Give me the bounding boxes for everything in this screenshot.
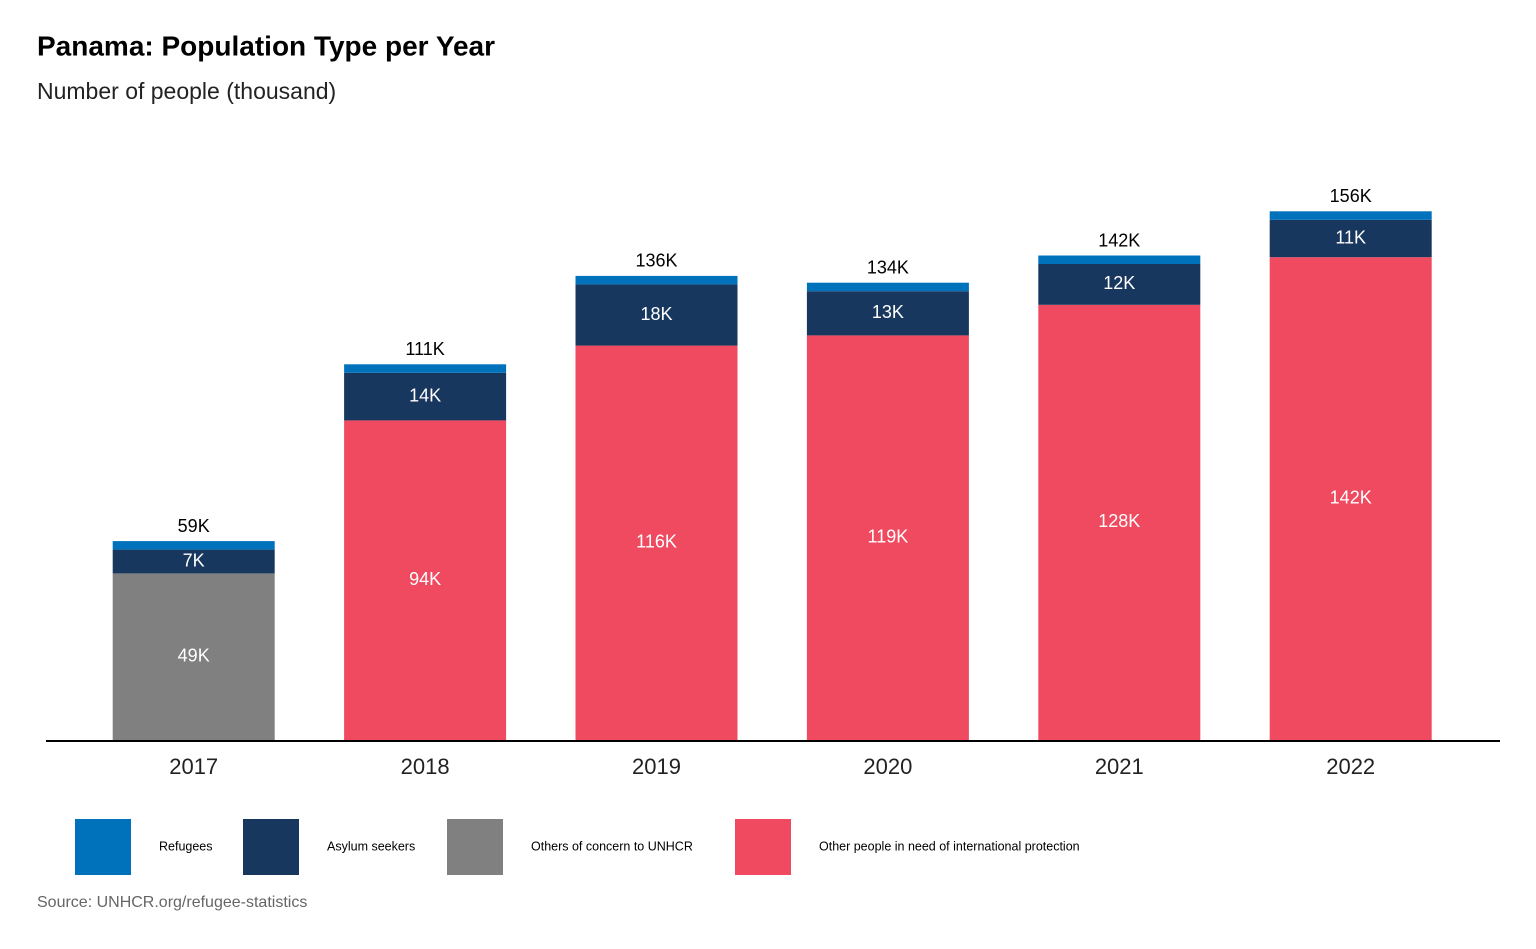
chart-subtitle: Number of people (thousand): [37, 78, 336, 104]
total-label: 136K: [635, 251, 677, 271]
bar-segment: [344, 364, 507, 373]
bar-segment: [575, 284, 738, 346]
bar-segment: [806, 335, 969, 740]
value-label: 94K: [409, 569, 441, 589]
x-tick-label: 2019: [632, 754, 681, 779]
total-label: 142K: [1098, 230, 1140, 250]
bar-segment: [1269, 257, 1432, 740]
value-label: 14K: [409, 385, 441, 405]
value-label: 13K: [872, 302, 904, 322]
total-label: 134K: [867, 257, 909, 277]
bar-segment: [1038, 304, 1201, 740]
value-label: 12K: [1103, 273, 1135, 293]
legend-label: Refugees: [159, 839, 213, 853]
bar-segment: [112, 549, 275, 574]
legend-label: Other people in need of international pr…: [819, 839, 1080, 853]
legend-swatch: [243, 819, 299, 875]
legend-label: Others of concern to UNHCR: [531, 839, 693, 853]
total-label: 156K: [1330, 186, 1372, 206]
value-label: 119K: [868, 526, 909, 546]
source: Source: UNHCR.org/refugee-statistics: [37, 894, 307, 911]
bar-segment: [112, 541, 275, 550]
value-label: 49K: [178, 645, 210, 665]
value-label: 11K: [1335, 227, 1366, 247]
bar-segment: [1269, 211, 1432, 220]
legend-swatch: [75, 819, 131, 875]
bar-segment: [806, 282, 969, 292]
value-label: 142K: [1330, 487, 1372, 507]
x-tick-label: 2020: [863, 754, 912, 779]
bar-segment: [1269, 219, 1432, 258]
bar-segment: [806, 291, 969, 336]
bar-segment: [344, 420, 507, 740]
bar-segment: [575, 345, 738, 740]
total-label: 59K: [178, 516, 210, 536]
value-label: 7K: [183, 550, 205, 570]
bar-segment: [575, 275, 738, 285]
value-label: 128K: [1098, 511, 1140, 531]
x-tick-label: 2021: [1095, 754, 1144, 779]
x-tick-label: 2022: [1326, 754, 1375, 779]
legend-swatch: [735, 819, 791, 875]
x-tick-label: 2018: [401, 754, 450, 779]
bar-segment: [1038, 264, 1201, 305]
chart-title: Panama: Population Type per Year: [37, 30, 495, 61]
value-label: 18K: [640, 304, 672, 324]
bar-segment: [112, 573, 275, 740]
legend-swatch: [447, 819, 503, 875]
value-label: 116K: [636, 532, 677, 552]
total-label: 111K: [405, 339, 444, 359]
bar-segment: [344, 372, 507, 421]
legend-label: Asylum seekers: [327, 839, 415, 853]
x-tick-label: 2017: [169, 754, 218, 779]
bar-segment: [1038, 255, 1201, 264]
